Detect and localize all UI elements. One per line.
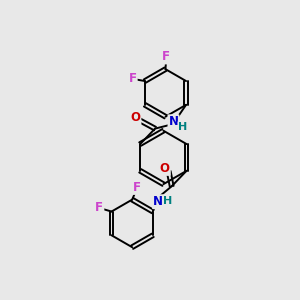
Text: H: H: [164, 196, 173, 206]
Text: H: H: [178, 122, 188, 132]
Text: F: F: [129, 72, 137, 85]
Text: F: F: [133, 181, 141, 194]
Text: O: O: [130, 111, 140, 124]
Text: N: N: [169, 115, 178, 128]
Text: F: F: [95, 201, 104, 214]
Text: N: N: [153, 195, 163, 208]
Text: F: F: [162, 50, 170, 64]
Text: O: O: [160, 162, 170, 175]
